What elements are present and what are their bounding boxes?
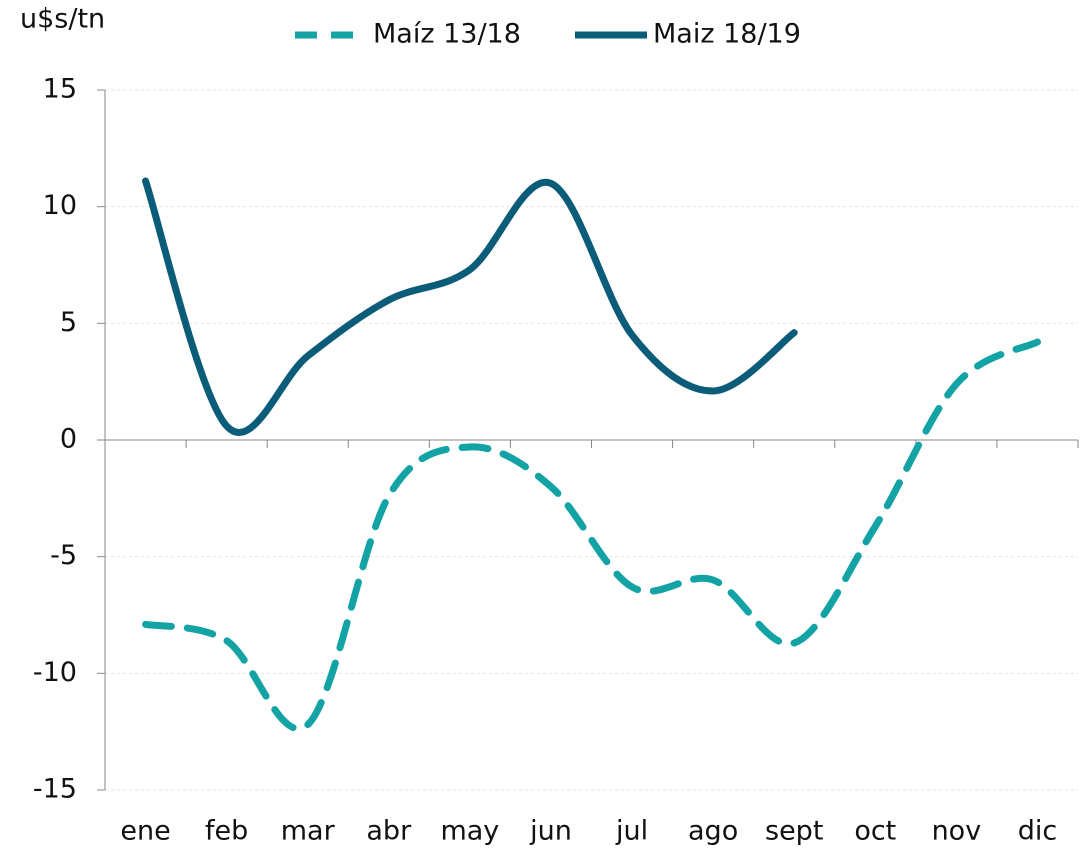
- x-tick-label: feb: [205, 816, 248, 847]
- series-line: [142, 177, 798, 436]
- series-line: [142, 338, 1041, 732]
- x-tick-label: oct: [854, 816, 896, 847]
- x-tick-label: mar: [281, 816, 336, 847]
- x-tick-label: jul: [615, 816, 648, 847]
- y-tick-label: -15: [33, 774, 77, 805]
- x-tick-label: may: [440, 816, 499, 847]
- legend-label: Maíz 13/18: [373, 19, 521, 50]
- x-tick-label: ene: [120, 816, 170, 847]
- x-tick-label: sept: [765, 816, 823, 847]
- legend-label: Maiz 18/19: [653, 19, 801, 50]
- x-tick-label: dic: [1018, 816, 1058, 847]
- y-axis-label: u$s/tn: [20, 4, 105, 35]
- y-tick-label: 10: [43, 190, 77, 221]
- x-tick-label: abr: [366, 816, 412, 847]
- y-tick-label: 0: [60, 424, 77, 455]
- x-tick-label: ago: [688, 816, 738, 847]
- x-tick-label: nov: [932, 816, 982, 847]
- y-tick-label: -10: [33, 657, 77, 688]
- y-tick-label: 15: [43, 74, 77, 105]
- y-tick-label: -5: [50, 540, 77, 571]
- x-tick-label: jun: [529, 816, 572, 847]
- y-tick-label: 5: [60, 307, 77, 338]
